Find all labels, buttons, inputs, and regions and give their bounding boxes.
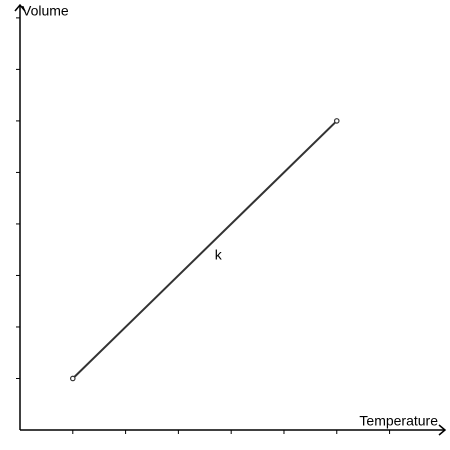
line-label: k bbox=[215, 246, 223, 262]
data-point bbox=[333, 118, 340, 124]
data-line bbox=[72, 120, 338, 380]
data-point bbox=[69, 375, 76, 382]
x-axis-arrow bbox=[438, 424, 447, 436]
x-axis-label: Temperature bbox=[359, 413, 438, 429]
y-axis-arrow bbox=[14, 3, 26, 12]
y-axis-label: Volume bbox=[22, 3, 69, 19]
